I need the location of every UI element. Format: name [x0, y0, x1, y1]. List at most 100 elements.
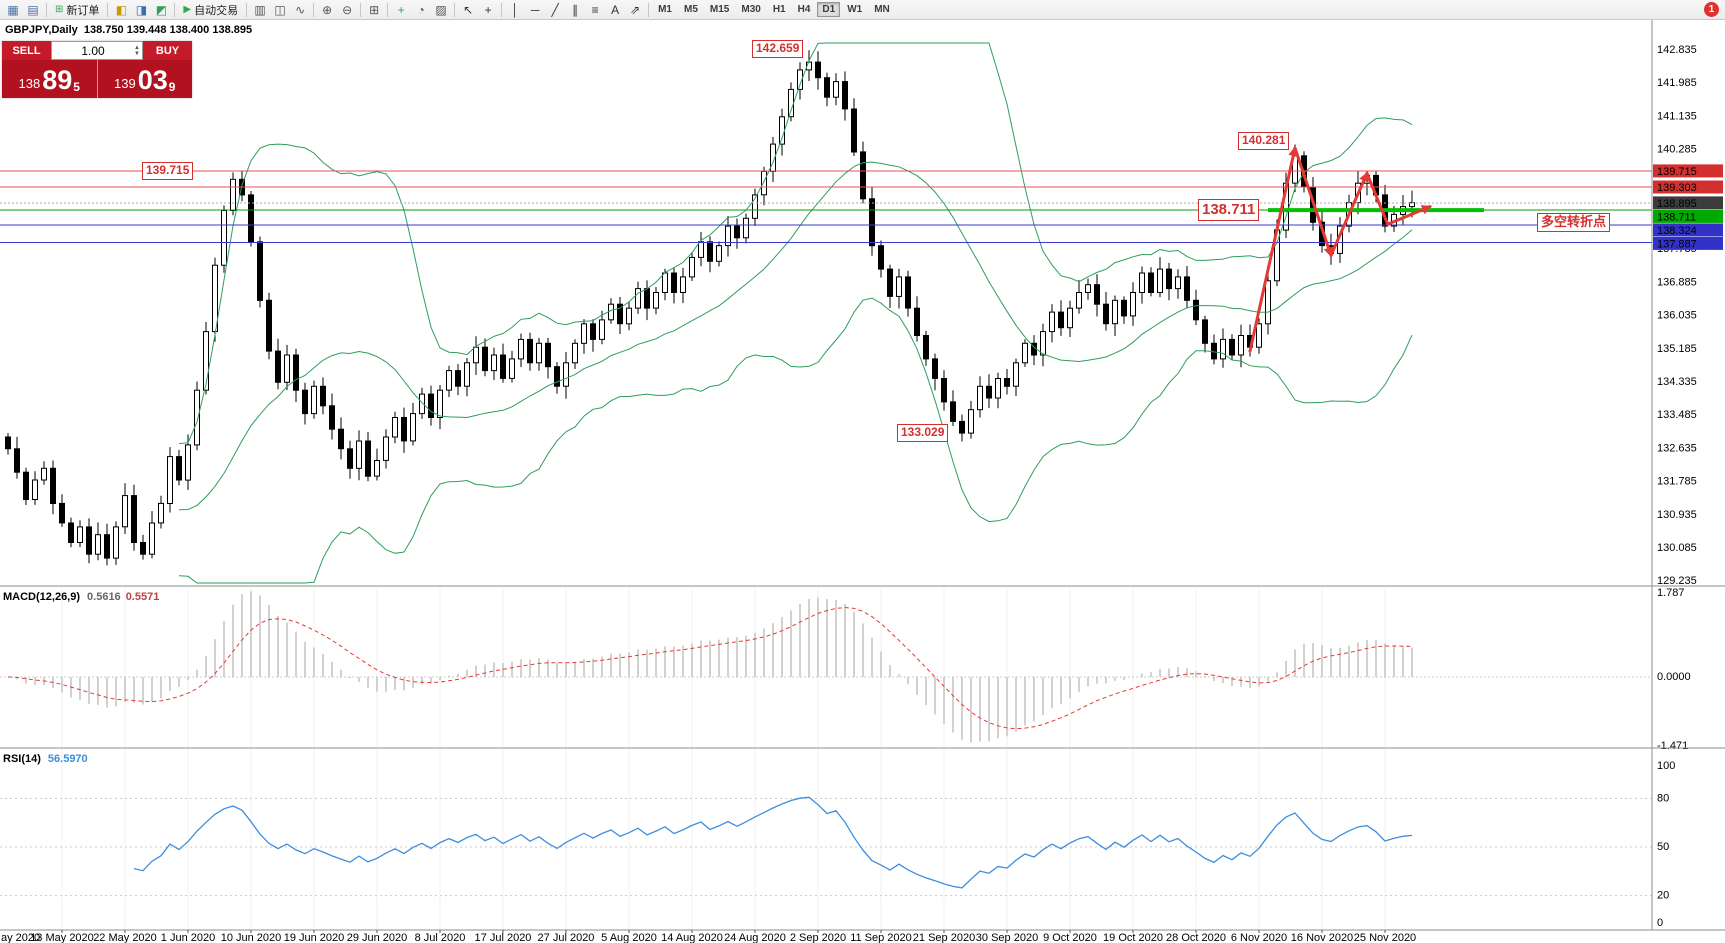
trend-arrow[interactable]	[1293, 146, 1334, 258]
periods-icon[interactable]: ◔	[417, 2, 425, 17]
svg-text:10 Jun 2020: 10 Jun 2020	[221, 932, 282, 943]
new-order-button[interactable]: ⊞ 新订单	[50, 1, 104, 19]
sell-button[interactable]: SELL	[2, 41, 51, 60]
zoom-in-icon[interactable]: ⊕	[322, 2, 333, 17]
svg-text:14 Aug 2020: 14 Aug 2020	[661, 932, 723, 943]
chart-window[interactable]: 142.835141.985141.135140.285137.735136.8…	[0, 20, 1725, 943]
bid-price[interactable]: 138 89 5	[2, 60, 97, 98]
toolbar-separator	[454, 2, 456, 17]
templates-icon[interactable]: ▨	[435, 2, 447, 17]
line-chart-icon[interactable]: ∿	[295, 2, 306, 17]
svg-text:139.303: 139.303	[1657, 182, 1697, 194]
arrows-icon[interactable]: ⇗	[630, 2, 641, 17]
chart-annotation[interactable]: 多空转折点	[1537, 213, 1611, 232]
svg-text:21 Sep 2020: 21 Sep 2020	[913, 932, 975, 943]
trend-arrow[interactable]	[1365, 171, 1390, 226]
axis-badge-139.303	[1653, 180, 1723, 194]
axis-badge-137.887	[1653, 236, 1723, 250]
ask-big: 03	[137, 65, 168, 95]
cursor-icon[interactable]: ↖	[463, 2, 474, 17]
market-watch-icon[interactable]: ◧	[115, 2, 128, 17]
new-order-button-label: 新订单	[66, 4, 100, 17]
volume-input[interactable]	[52, 42, 135, 59]
price-panel[interactable]	[0, 42, 1652, 584]
svg-text:ay 2020: ay 2020	[1, 932, 40, 943]
notification-badge[interactable]: 1	[1704, 2, 1719, 17]
crosshair-icon[interactable]: +	[484, 2, 492, 17]
timeframe-m5-button[interactable]: M5	[684, 4, 698, 15]
svg-text:8 Jul 2020: 8 Jul 2020	[415, 932, 466, 943]
svg-text:0.0000: 0.0000	[1657, 671, 1691, 683]
fibonacci-icon[interactable]: ≡	[591, 2, 599, 17]
trend-arrow[interactable]	[1386, 205, 1432, 226]
axis-badge-138.895	[1653, 196, 1723, 210]
timeframe-mn-button[interactable]: MN	[874, 4, 890, 15]
chart-symbol: GBPJPY,Daily	[5, 24, 78, 36]
svg-text:28 Oct 2020: 28 Oct 2020	[1166, 932, 1226, 943]
trend-arrow[interactable]	[1248, 146, 1299, 353]
svg-text:141.985: 141.985	[1657, 77, 1697, 89]
timeframe-w1-button[interactable]: W1	[847, 4, 863, 15]
new-chart-icon[interactable]: ▦	[7, 2, 19, 17]
price-axis[interactable]: 142.835141.985141.135140.285137.735136.8…	[0, 20, 1725, 931]
data-window-icon[interactable]: ◨	[135, 2, 148, 17]
ask-sup: 9	[168, 80, 176, 94]
navigator-icon[interactable]: ◩	[155, 2, 168, 17]
svg-text:136.035: 136.035	[1657, 310, 1697, 322]
toolbar-separator	[246, 2, 248, 17]
ask-price[interactable]: 139 03 9	[96, 60, 193, 98]
svg-text:25 Nov 2020: 25 Nov 2020	[1354, 932, 1416, 943]
chart-annotation[interactable]: 139.715	[142, 162, 194, 180]
candlestick-chart-icon[interactable]: ◫	[274, 2, 286, 17]
auto-trading-button-label: 自动交易	[194, 4, 239, 17]
main-toolbar: ▦ ▤ ⊞ 新订单 ◧ ◨ ◩ ▶ 自动交易 ▥ ◫ ∿ ⊕ ⊖ ⊞ + ◔ ▨ ↖ + │ ─ ╱ ∥ ≡ A ⇗ M1 M5 M15 M…	[0, 0, 1725, 20]
tile-windows-icon[interactable]: ⊞	[369, 2, 380, 17]
svg-text:5 Aug 2020: 5 Aug 2020	[601, 932, 657, 943]
volume-down-icon[interactable]: ▼	[134, 50, 140, 57]
rsi-panel[interactable]	[0, 796, 1652, 897]
timeframe-m15-button[interactable]: M15	[709, 4, 730, 15]
auto-trading-button-icon: ▶	[183, 4, 192, 15]
chart-profiles-icon[interactable]: ▤	[27, 2, 39, 17]
svg-text:129.235: 129.235	[1657, 575, 1697, 587]
toolbar-separator	[46, 2, 47, 17]
horizontal-line-icon[interactable]: ─	[530, 2, 540, 17]
svg-text:133.485: 133.485	[1657, 409, 1697, 421]
svg-text:132.635: 132.635	[1657, 442, 1697, 454]
vertical-line-icon[interactable]: │	[511, 2, 519, 17]
chart-annotation[interactable]: 133.029	[897, 424, 949, 442]
timeframe-m1-button[interactable]: M1	[658, 4, 672, 15]
timeframe-h4-button[interactable]: H4	[797, 4, 811, 15]
channel-icon[interactable]: ∥	[572, 2, 579, 17]
toolbar-separator	[313, 2, 315, 17]
auto-trading-button[interactable]: ▶ 自动交易	[178, 1, 243, 19]
bid-sup: 5	[73, 80, 80, 94]
svg-text:1.787: 1.787	[1657, 587, 1685, 599]
chart-annotation[interactable]: 138.711	[1198, 199, 1260, 221]
chart-annotation[interactable]: 140.281	[1238, 132, 1290, 150]
axis-badge-139.715	[1653, 164, 1723, 178]
macd-panel[interactable]	[0, 591, 1652, 743]
trendline-icon[interactable]: ╱	[551, 2, 559, 17]
trend-arrow[interactable]	[1329, 171, 1369, 257]
timeframe-h1-button[interactable]: H1	[772, 4, 786, 15]
buy-button[interactable]: BUY	[143, 41, 192, 60]
zoom-out-icon[interactable]: ⊖	[342, 2, 353, 17]
svg-text:80: 80	[1657, 792, 1669, 804]
text-icon[interactable]: A	[611, 2, 620, 17]
svg-text:24 Aug 2020: 24 Aug 2020	[724, 932, 786, 943]
svg-text:2 Sep 2020: 2 Sep 2020	[790, 932, 846, 943]
bar-chart-icon[interactable]: ▥	[254, 2, 266, 17]
chart-ohlc: 138.750 139.448 138.400 138.895	[83, 24, 253, 36]
indicators-icon[interactable]: +	[397, 2, 405, 17]
chart-annotation[interactable]: 142.659	[752, 40, 804, 58]
svg-text:6 Nov 2020: 6 Nov 2020	[1231, 932, 1287, 943]
timeframe-m30-button[interactable]: M30	[741, 4, 761, 15]
ask-prefix: 139	[114, 76, 136, 91]
svg-text:13 May 2020: 13 May 2020	[30, 932, 94, 943]
volume-up-icon[interactable]: ▲	[134, 44, 140, 51]
timeframe-d1-button[interactable]: D1	[817, 2, 841, 17]
bid-prefix: 138	[18, 76, 41, 91]
svg-text:138.895: 138.895	[1657, 198, 1697, 210]
